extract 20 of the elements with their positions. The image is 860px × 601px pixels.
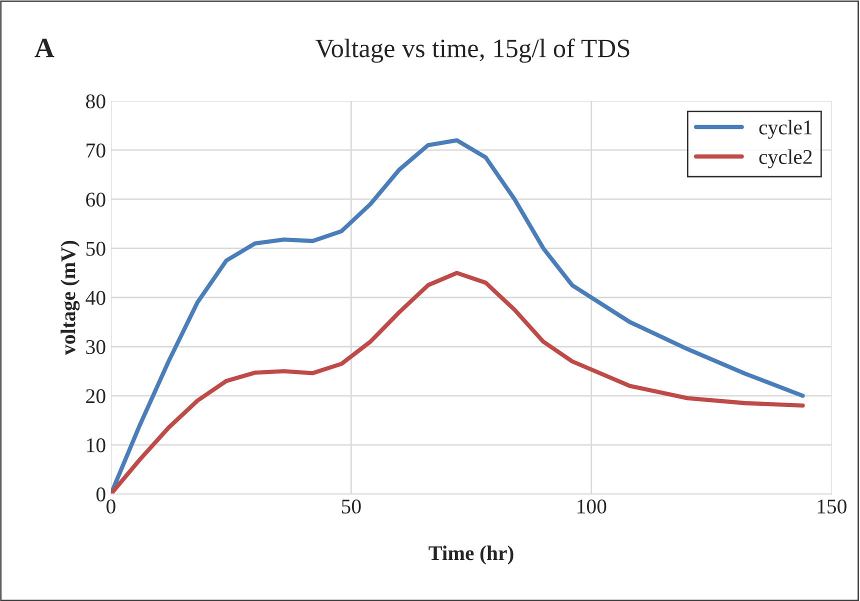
x-tick-label: 100 xyxy=(578,499,606,514)
x-tick-label: 0 xyxy=(106,499,116,514)
legend-label: cycle1 xyxy=(759,120,812,139)
y-tick-label: 40 xyxy=(86,290,106,305)
y-axis-title: voltage (mV) xyxy=(60,240,80,356)
x-axis-title: Time (hr) xyxy=(428,546,514,564)
y-tick-label: 30 xyxy=(86,340,106,354)
line-series xyxy=(110,270,805,494)
x-tick-label: 50 xyxy=(342,499,361,514)
y-tick-label: 80 xyxy=(86,94,106,108)
y-tick-label: 10 xyxy=(87,438,106,452)
legend-label: cycle2 xyxy=(759,149,812,168)
y-tick-label: 60 xyxy=(86,192,106,207)
x-tick-label: 150 xyxy=(818,499,846,514)
chart-title: Voltage vs time, 15g/l of TDS xyxy=(315,38,630,63)
y-tick-label: 70 xyxy=(86,143,106,158)
y-tick-label: 0 xyxy=(96,487,106,502)
text: A xyxy=(34,38,54,58)
y-tick-label: 20 xyxy=(86,389,106,404)
y-tick-label: 50 xyxy=(86,242,106,256)
